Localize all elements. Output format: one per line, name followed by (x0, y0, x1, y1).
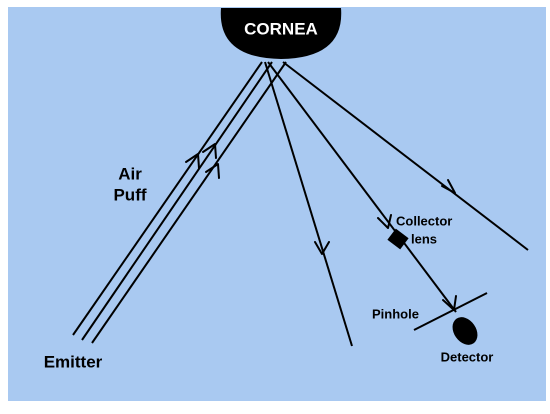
reflected-ray (267, 61, 457, 313)
air-puff-label: Air (118, 164, 142, 183)
collector-lens-label: lens (411, 231, 437, 246)
arrow (377, 214, 392, 229)
detector (452, 317, 478, 345)
arrow (185, 153, 200, 169)
collector-lens (387, 228, 409, 250)
reflected-ray (282, 61, 529, 251)
reflected-ray (264, 61, 353, 347)
arrow (202, 143, 217, 159)
emitter-label: Emitter (44, 352, 103, 371)
pinhole-plate (413, 292, 488, 331)
incident-ray (81, 61, 273, 341)
arrow (441, 179, 456, 194)
collector-lens-label: Collector (396, 213, 452, 228)
cornea-label: CORNEA (244, 19, 318, 38)
arrow (314, 241, 330, 255)
detector-label: Detector (441, 349, 494, 364)
arrow (205, 163, 220, 179)
incident-ray (72, 61, 263, 336)
pinhole-label: Pinhole (372, 306, 419, 321)
incident-ray (91, 61, 287, 344)
air-puff-label: Puff (113, 185, 146, 204)
cornea (220, 8, 342, 59)
